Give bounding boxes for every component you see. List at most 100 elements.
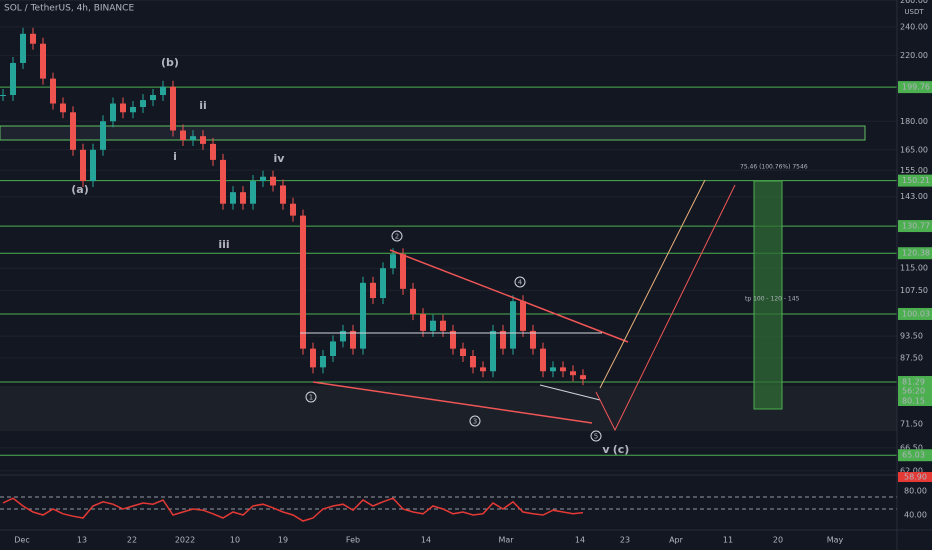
candle [310,348,316,368]
x-tick-label: Feb [346,536,360,545]
wave-label: v [602,443,610,456]
candle [370,282,376,299]
x-tick-label: 23 [620,536,630,545]
candle [330,341,336,356]
wave-circle [514,276,526,288]
candle [350,330,356,349]
x-tick-label: 14 [575,536,585,545]
x-tick-label: 22 [127,536,137,545]
candle [10,62,16,95]
candle [300,215,306,349]
level-tag [898,220,932,233]
candle [460,348,466,356]
candle [180,130,186,141]
wave-label: 5 [594,433,598,441]
x-tick-label: Dec [14,536,29,545]
level-tag [898,307,932,320]
x-tick-label: 2022 [175,536,195,545]
x-tick-label: May [827,536,844,545]
y-tick-label: 260.00 [900,0,928,5]
candle [290,203,296,216]
candle [570,371,576,376]
candle [160,86,166,95]
candle [280,185,286,204]
rsi-tick-label: 40.00 [904,511,927,520]
candle [130,106,136,113]
supply-zone [0,125,866,141]
wave-circle [391,230,403,242]
y-tick-label: 220.00 [900,51,928,60]
candle [120,103,126,113]
rsi-tick-label: 80.00 [904,487,927,496]
candle [380,268,386,299]
level-label: 81.29 [902,378,925,387]
x-tick-label: 11 [723,536,733,545]
y-tick-label: 93.50 [900,332,923,341]
candle [520,301,526,331]
x-tick-label: 20 [773,536,783,545]
y-tick-label: 87.50 [900,353,923,362]
candle [430,320,436,331]
long-position [753,180,783,410]
currency: USDT [904,8,924,16]
position-label: 75.46 (100.76%) 7546 [740,164,808,171]
y-tick-label: 165.00 [900,145,928,154]
candle [450,330,456,349]
y-tick-label: 71.50 [900,420,923,429]
candle [410,288,416,315]
x-tick-label: Apr [669,536,684,545]
rsi-tag [898,472,932,482]
wave-label: (a) [71,183,88,196]
y-tick-label: 62.00 [900,466,923,475]
candle [440,320,446,331]
candle [200,136,206,144]
y-tick-label: 240.00 [900,22,928,31]
candle [560,367,566,372]
level-tag [898,247,932,260]
candle [50,78,56,104]
candle [250,181,256,204]
demand-zone [0,386,897,431]
candle [240,192,246,204]
x-tick-label: 13 [77,536,87,545]
wave-label: (c) [613,443,630,456]
y-tick-label: 66.50 [900,443,923,452]
candle [170,86,176,131]
candle [360,282,366,349]
candle [80,149,86,182]
candle [530,330,536,349]
wave-label: 1 [309,394,313,402]
level-label: 120.38 [902,249,930,258]
price-tag-label: 80.15 [902,397,925,406]
rsi-line [2,497,584,522]
y-tick-label: 155.00 [900,166,928,175]
x-tick-label: 14 [421,536,431,545]
level-label: 150.21 [902,176,930,185]
candle [210,143,216,160]
wave-label: 4 [518,279,523,287]
wave-label: 2 [395,233,399,241]
wave-label: (b) [161,56,179,69]
x-tick-label: 19 [278,536,288,545]
candle [500,330,506,349]
x-tick-label: Mar [498,536,514,545]
trendline [312,381,593,424]
candle [220,159,226,204]
candle [60,103,66,113]
rsi-current: 58.90 [904,473,927,482]
tp-label: tp 100 - 120 - 145 [745,296,800,303]
wave-label: ii [199,99,207,112]
wave-circle [590,430,602,442]
wave-circle [305,391,317,403]
candle [420,314,426,331]
level-tag [898,376,932,389]
y-tick-label: 143.00 [900,192,928,201]
level-tag [898,449,932,462]
wave-circle [469,415,481,427]
candle [580,375,586,380]
level-label: 130.77 [902,222,930,231]
candle [100,121,106,150]
wave-label: i [173,150,177,163]
title: SOL / TetherUS, 4h, BINANCE [4,4,134,14]
